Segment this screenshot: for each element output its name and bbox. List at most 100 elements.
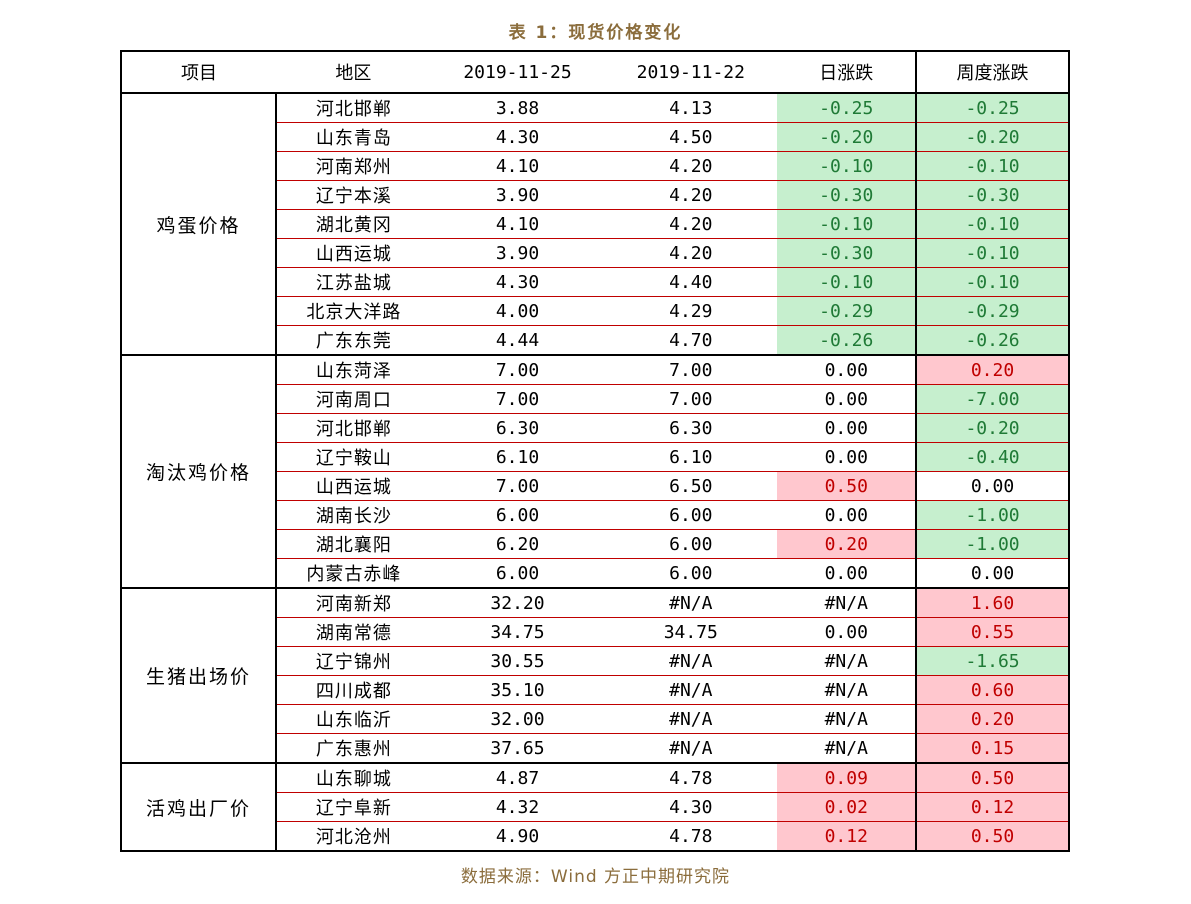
price-cell-date-2: 6.50 (604, 471, 778, 501)
price-cell-date-2: 4.40 (604, 267, 778, 297)
region-cell: 辽宁锦州 (275, 646, 431, 676)
table-row: 山东青岛 4.30 4.50 -0.20 -0.20 (121, 122, 1070, 152)
price-cell-date-1: 4.10 (430, 209, 605, 239)
price-cell-date-1: 4.30 (430, 122, 605, 152)
weekly-change-cell: 0.12 (915, 792, 1070, 822)
table-row: 河南郑州 4.10 4.20 -0.10 -0.10 (121, 151, 1070, 181)
weekly-change-cell: 0.20 (915, 704, 1070, 734)
weekly-change-cell: 0.20 (915, 355, 1070, 385)
price-cell-date-2: #N/A (604, 646, 778, 676)
table-row: 湖南长沙 6.00 6.00 0.00 -1.00 (121, 500, 1070, 530)
group-label: 活鸡出厂价 (120, 763, 277, 852)
daily-change-cell: 0.00 (777, 413, 917, 443)
daily-change-cell: -0.10 (777, 267, 917, 297)
daily-change-cell: -0.10 (777, 151, 917, 181)
daily-change-cell: -0.26 (777, 325, 917, 356)
price-cell-date-2: 4.30 (604, 792, 778, 822)
weekly-change-cell: -0.30 (915, 180, 1070, 210)
region-cell: 湖北黄冈 (275, 209, 431, 239)
region-cell: 辽宁本溪 (275, 180, 431, 210)
region-cell: 河南新郑 (275, 588, 431, 618)
daily-change-cell: #N/A (777, 588, 917, 618)
price-cell-date-1: 6.00 (430, 500, 605, 530)
header-region: 地区 (275, 50, 431, 94)
group-label: 淘汰鸡价格 (120, 355, 277, 589)
price-cell-date-2: #N/A (604, 588, 778, 618)
price-cell-date-2: 4.20 (604, 209, 778, 239)
price-cell-date-2: 4.50 (604, 122, 778, 152)
price-cell-date-1: 6.20 (430, 529, 605, 559)
weekly-change-cell: 0.55 (915, 617, 1070, 647)
price-cell-date-2: 6.00 (604, 500, 778, 530)
price-cell-date-1: 4.32 (430, 792, 605, 822)
region-cell: 河北沧州 (275, 821, 431, 852)
price-cell-date-1: 30.55 (430, 646, 605, 676)
price-cell-date-2: 6.10 (604, 442, 778, 472)
price-cell-date-2: 4.78 (604, 821, 778, 852)
table-row: 生猪出场价 河南新郑 32.20 #N/A #N/A 1.60 (120, 588, 1070, 764)
daily-change-cell: 0.02 (777, 792, 917, 822)
daily-change-cell: -0.20 (777, 122, 917, 152)
group-label: 鸡蛋价格 (120, 93, 277, 356)
weekly-change-cell: -1.00 (915, 500, 1070, 530)
table-row: 湖北襄阳 6.20 6.00 0.20 -1.00 (121, 529, 1070, 559)
price-cell-date-1: 3.90 (430, 238, 605, 268)
region-cell: 湖南长沙 (275, 500, 431, 530)
weekly-change-cell: -0.10 (915, 151, 1070, 181)
price-cell-date-1: 34.75 (430, 617, 605, 647)
daily-change-cell: -0.25 (777, 93, 917, 123)
region-cell: 山西运城 (275, 471, 431, 501)
region-cell: 山东青岛 (275, 122, 431, 152)
price-cell-date-1: 6.10 (430, 442, 605, 472)
price-cell-date-2: 4.20 (604, 238, 778, 268)
price-cell-date-1: 4.87 (430, 763, 605, 793)
header-daily-change: 日涨跌 (777, 50, 917, 94)
price-cell-date-1: 4.44 (430, 325, 605, 356)
weekly-change-cell: -0.29 (915, 296, 1070, 326)
daily-change-cell: 0.00 (777, 558, 917, 589)
table-row: 山东临沂 32.00 #N/A #N/A 0.20 (121, 704, 1070, 734)
region-cell: 河南郑州 (275, 151, 431, 181)
daily-change-cell: #N/A (777, 675, 917, 705)
daily-change-cell: -0.30 (777, 180, 917, 210)
region-cell: 湖北襄阳 (275, 529, 431, 559)
table-row: 辽宁阜新 4.32 4.30 0.02 0.12 (121, 792, 1070, 822)
price-cell-date-1: 32.20 (430, 588, 605, 618)
price-cell-date-2: 4.20 (604, 151, 778, 181)
header-weekly-change: 周度涨跌 (915, 50, 1070, 94)
weekly-change-cell: -0.20 (915, 122, 1070, 152)
price-cell-date-2: 4.13 (604, 93, 778, 123)
header-date-1: 2019-11-25 (430, 50, 605, 94)
header-date-2: 2019-11-22 (604, 50, 778, 94)
region-cell: 山东菏泽 (275, 355, 431, 385)
table-row: 河北沧州 4.90 4.78 0.12 0.50 (121, 821, 1070, 852)
price-cell-date-1: 4.00 (430, 296, 605, 326)
daily-change-cell: 0.00 (777, 500, 917, 530)
daily-change-cell: 0.00 (777, 355, 917, 385)
price-cell-date-2: #N/A (604, 675, 778, 705)
daily-change-cell: #N/A (777, 733, 917, 764)
weekly-change-cell: -0.25 (915, 93, 1070, 123)
weekly-change-cell: -0.20 (915, 413, 1070, 443)
table-title: 表 1：现货价格变化 (508, 23, 683, 43)
price-cell-date-1: 6.00 (430, 558, 605, 589)
region-cell: 山东临沂 (275, 704, 431, 734)
daily-change-cell: -0.29 (777, 296, 917, 326)
price-cell-date-1: 4.10 (430, 151, 605, 181)
price-cell-date-1: 4.30 (430, 267, 605, 297)
daily-change-cell: -0.30 (777, 238, 917, 268)
price-cell-date-2: 34.75 (604, 617, 778, 647)
region-cell: 北京大洋路 (275, 296, 431, 326)
weekly-change-cell: -7.00 (915, 384, 1070, 414)
table-row: 鸡蛋价格 河北邯郸 3.88 4.13 -0.25 -0.25 (120, 93, 1070, 356)
weekly-change-cell: 0.50 (915, 821, 1070, 852)
daily-change-cell: -0.10 (777, 209, 917, 239)
header-item: 项目 (120, 50, 276, 94)
price-cell-date-1: 7.00 (430, 355, 605, 385)
region-cell: 山东聊城 (275, 763, 431, 793)
price-cell-date-1: 4.90 (430, 821, 605, 852)
spot-price-table: 项目 地区 2019-11-25 2019-11-22 日涨跌 周度涨跌 鸡蛋价… (120, 50, 1070, 852)
table-row: 广东东莞 4.44 4.70 -0.26 -0.26 (121, 325, 1070, 356)
table-row: 山西运城 3.90 4.20 -0.30 -0.10 (121, 238, 1070, 268)
table-row: 广东惠州 37.65 #N/A #N/A 0.15 (121, 733, 1070, 764)
